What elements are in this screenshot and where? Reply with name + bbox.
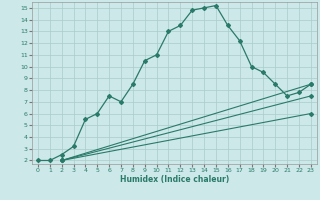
X-axis label: Humidex (Indice chaleur): Humidex (Indice chaleur) [120, 175, 229, 184]
